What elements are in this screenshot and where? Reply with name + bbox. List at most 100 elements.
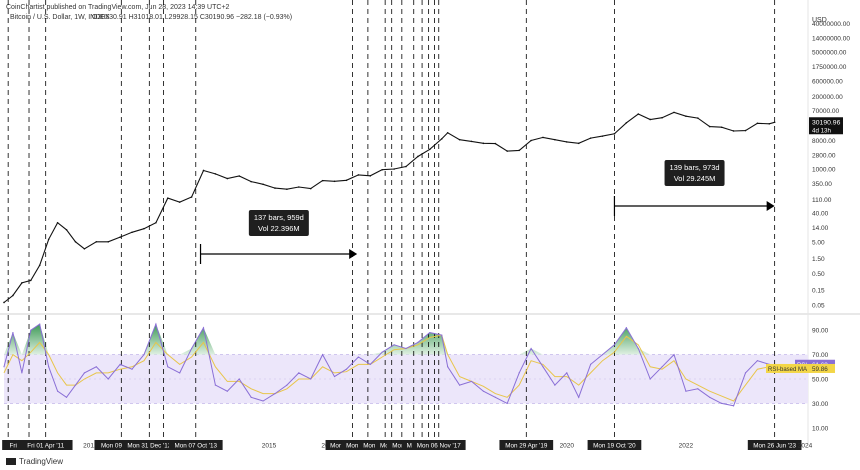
price-point — [494, 142, 497, 145]
price-point — [190, 196, 193, 198]
price-tick-label: 14.00 — [812, 225, 829, 232]
rsi-point — [333, 375, 336, 378]
price-point — [226, 177, 229, 180]
rsi-point — [310, 378, 312, 380]
time-marker-label: Fri 01 Apr '11 — [27, 443, 64, 450]
price-tick-label: 40.00 — [812, 211, 829, 218]
price-point — [720, 126, 723, 129]
rsi-point — [482, 390, 485, 392]
price-point — [566, 141, 568, 143]
price-point — [518, 149, 520, 152]
price-tick-label: 8000.00 — [812, 138, 836, 145]
rsi-point — [3, 366, 5, 368]
last-price-badge — [809, 117, 843, 135]
price-point — [458, 138, 461, 141]
rsi-point — [709, 396, 711, 398]
price-point — [38, 264, 41, 267]
price-point — [143, 227, 145, 230]
time-marker-label: Mon 29 Apr '19 — [505, 443, 548, 450]
time-marker-label: Mon 26 Jun '23 — [753, 443, 796, 450]
rsi-point — [494, 396, 496, 398]
price-point — [131, 231, 133, 234]
rsi-point — [179, 372, 181, 374]
rsi-point — [274, 393, 276, 395]
price-tick-label: 40000000.00 — [812, 21, 850, 28]
time-marker-label: Mon 09 Jul '12 — [101, 443, 142, 450]
price-point — [286, 188, 288, 191]
rsi-point — [298, 372, 300, 374]
price-point — [357, 174, 360, 176]
price-point — [673, 111, 675, 114]
rsi-point — [131, 368, 133, 370]
brand-label: TradingView — [19, 457, 64, 466]
price-point — [393, 168, 395, 170]
range-measure[interactable]: 139 bars, 973d Vol 29.245M — [613, 160, 775, 216]
time-marker-badge — [122, 440, 177, 450]
rsi-point — [721, 402, 723, 404]
price-tick-label: 1000.00 — [812, 167, 836, 174]
last-price-value: 30190.96 — [812, 119, 841, 126]
rsi-point — [429, 332, 431, 334]
rsi-point — [566, 372, 568, 374]
rsi-point — [286, 384, 288, 386]
price-point — [506, 150, 509, 152]
time-tick-label: 2015 — [262, 443, 277, 450]
ohlc-readout: O30530.91 H31018.01 L29928.15 C30190.96 … — [92, 14, 293, 21]
rsi-tick-label: 70.00 — [812, 352, 829, 359]
price-point — [554, 138, 556, 141]
price-point — [649, 118, 651, 121]
range-label-box — [664, 160, 725, 186]
rsi-point — [39, 323, 41, 325]
range-bars-label: 139 bars, 973d — [670, 163, 720, 172]
rsi-point — [155, 323, 157, 325]
price-axis-currency: USD — [812, 17, 827, 24]
range-measure[interactable]: 137 bars, 959d Vol 22.396M — [199, 210, 358, 264]
rsi-point — [554, 384, 556, 386]
symbol-title[interactable]: Bitcoin / U.S. Dollar, 1W, INDEX — [10, 14, 110, 21]
rsi-point — [518, 372, 520, 374]
price-tick-label: 5000000.00 — [812, 50, 847, 57]
rsi-point — [74, 384, 77, 386]
rsi-tick-label: 90.00 — [812, 328, 829, 335]
price-point — [47, 238, 50, 241]
rsi-point — [744, 372, 747, 374]
price-point — [107, 240, 110, 243]
rsi-point — [447, 366, 449, 368]
price-point — [708, 125, 711, 128]
price-point — [3, 301, 5, 304]
time-marker-badge — [747, 440, 802, 450]
time-marker-badge — [587, 440, 642, 450]
price-point — [530, 139, 532, 142]
rsi-point — [202, 327, 205, 329]
price-point — [577, 142, 580, 145]
price-point — [65, 228, 68, 231]
price-tick-label: 1.50 — [812, 256, 825, 263]
range-bars-label: 137 bars, 959d — [254, 213, 304, 222]
rsi-point — [57, 390, 59, 392]
range-volume-label: Vol 29.245M — [674, 174, 716, 183]
price-point — [625, 122, 628, 124]
price-tick-label: 110.00 — [812, 197, 832, 204]
price-point — [768, 122, 771, 125]
rsi-point — [613, 344, 616, 346]
price-point — [56, 221, 59, 224]
time-tick-label: 2022 — [679, 443, 694, 450]
rsi-point — [250, 396, 252, 398]
price-tick-label: 5.00 — [812, 239, 825, 246]
price-point — [446, 132, 449, 134]
rsi-point — [417, 341, 419, 343]
rsi-point — [530, 347, 532, 350]
price-point — [589, 137, 592, 139]
price-series — [3, 111, 775, 303]
price-point — [685, 115, 687, 117]
rsi-point — [83, 372, 85, 374]
price-point — [298, 186, 300, 188]
rsi-point — [262, 400, 264, 402]
rsi-point — [578, 396, 580, 398]
price-point — [661, 116, 663, 119]
tradingview-brand[interactable]: TradingView — [6, 457, 63, 466]
time-tick-label: 2020 — [560, 443, 575, 450]
rsi-point — [459, 384, 461, 386]
rsi-point — [48, 366, 50, 368]
